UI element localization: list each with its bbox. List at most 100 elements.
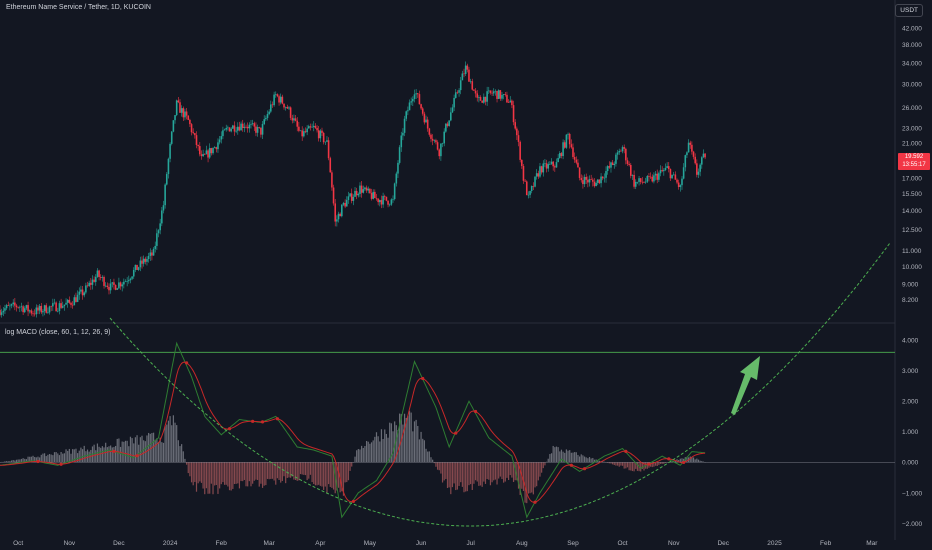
candle-body (17, 307, 19, 308)
histogram-bar (195, 462, 198, 492)
candle-body (42, 311, 44, 313)
histogram-bar (453, 462, 455, 484)
candle-body (321, 130, 323, 133)
histogram-bar (579, 456, 581, 463)
histogram-bar (159, 437, 161, 463)
candle-body (433, 140, 436, 141)
histogram-bar (565, 449, 567, 463)
histogram-bar (34, 457, 36, 463)
candle-body (583, 176, 586, 185)
histogram-bar (361, 445, 363, 463)
histogram-bar (697, 459, 700, 463)
candle-body (601, 176, 604, 179)
histogram-bar (412, 431, 414, 463)
histogram-bar (430, 457, 432, 463)
histogram-bar (625, 462, 627, 469)
histogram-bar (623, 462, 625, 469)
histogram-bar (73, 449, 75, 463)
candle-body (554, 166, 556, 168)
candle-body (83, 292, 86, 296)
histogram-bar (80, 447, 82, 463)
candle-body (522, 165, 525, 181)
candle-body (691, 144, 693, 152)
indicator-axis: 4.000 3.000 2.000 1.000 0.000 −1.000 −2.000 (902, 338, 922, 528)
histogram-bar (318, 462, 320, 485)
candle-body (385, 196, 388, 201)
candle-body (390, 199, 393, 205)
histogram-bar (435, 462, 437, 467)
candle-body (235, 130, 237, 132)
candle-body (403, 118, 406, 133)
candle-body (578, 167, 581, 178)
candle-body (387, 200, 389, 205)
candle-body (245, 126, 247, 128)
histogram-bar (304, 462, 307, 476)
histogram-bar (240, 462, 242, 482)
histogram-bar (162, 442, 165, 463)
candle-body (667, 166, 670, 170)
histogram-bar (375, 432, 378, 463)
candle-body (699, 164, 701, 172)
histogram-bar (139, 437, 141, 463)
histogram-bar (531, 462, 533, 493)
candle-body (478, 97, 480, 98)
histogram-bar (428, 451, 430, 463)
histogram-bar (278, 462, 280, 481)
histogram-bar (410, 412, 412, 463)
histogram-bar (238, 462, 241, 489)
candle-body (530, 186, 533, 192)
candle-body (486, 91, 488, 102)
histogram-bar (567, 450, 569, 463)
histogram-bar (509, 462, 511, 476)
candle-body (374, 191, 376, 199)
currency-badge[interactable]: USDT (895, 4, 923, 17)
candle-body (141, 260, 143, 264)
histogram-bar (228, 462, 231, 491)
histogram-bar (420, 431, 422, 463)
histogram-bar (370, 442, 373, 463)
candle-body (598, 179, 601, 184)
candle-body (134, 264, 137, 270)
histogram-bar (534, 462, 536, 488)
candle-body (243, 126, 246, 129)
candle-body (573, 156, 576, 160)
histogram-bar (488, 462, 490, 480)
candle-body (692, 151, 695, 157)
candle-body (369, 188, 371, 194)
histogram-bar (547, 458, 549, 463)
candle-body (476, 93, 479, 98)
histogram-bar (65, 449, 67, 463)
candle-body (126, 281, 128, 282)
histogram-bar (491, 462, 493, 483)
histogram-bar (572, 452, 574, 463)
candle-body (273, 94, 275, 106)
candle-body (218, 139, 221, 143)
histogram-bar (646, 462, 648, 469)
histogram-bar (641, 462, 643, 469)
candle-body (251, 123, 254, 125)
histogram-bar (124, 440, 127, 463)
candle-body (25, 305, 28, 309)
histogram-bar (83, 445, 85, 463)
histogram-bar (560, 449, 563, 463)
histogram-bar (656, 462, 658, 467)
candle-body (332, 187, 335, 204)
candle-body (96, 270, 99, 277)
histogram-bar (214, 462, 216, 486)
candle-body (37, 307, 39, 311)
candle-body (684, 155, 687, 168)
histogram-bar (314, 462, 316, 486)
histogram-bar (57, 453, 59, 463)
candle-body (549, 163, 551, 165)
price-tick-label: 26.000 (902, 105, 922, 112)
histogram-bar (362, 447, 364, 463)
histogram-bar (171, 425, 173, 463)
candle-body (459, 80, 462, 91)
histogram-bar (618, 462, 620, 467)
histogram-bar (580, 454, 582, 463)
candle-body (276, 94, 279, 97)
histogram-bar (365, 440, 368, 463)
candle-body (341, 204, 343, 217)
candle-body (362, 189, 365, 193)
